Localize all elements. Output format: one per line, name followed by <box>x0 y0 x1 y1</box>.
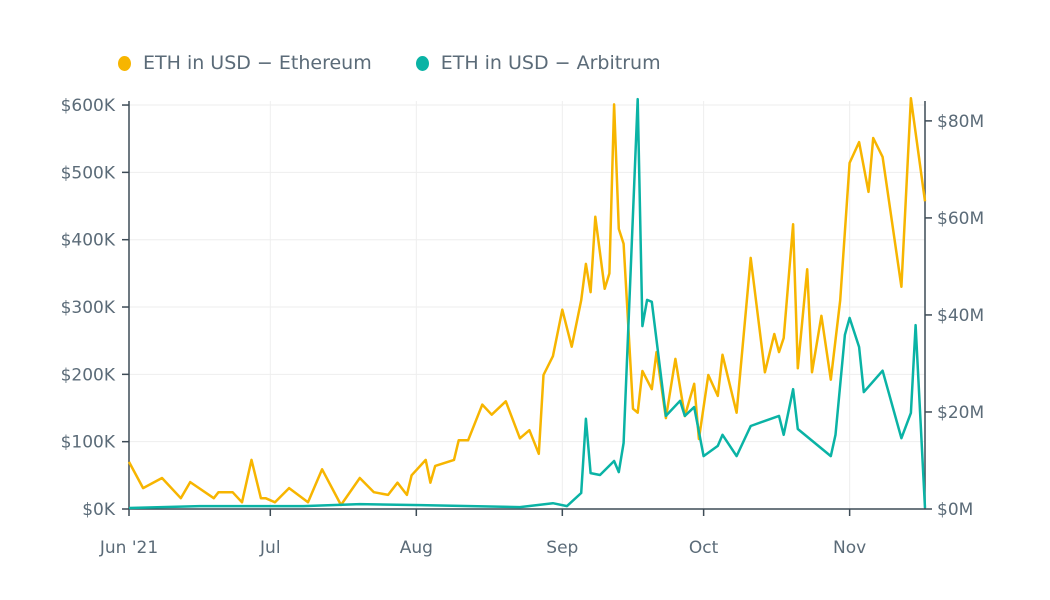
x-tick-label: Jun '21 <box>99 538 158 558</box>
x-tick-label: Jul <box>259 538 281 558</box>
legend: ETH in USD − Ethereum ETH in USD − Arbit… <box>118 52 661 74</box>
left-tick-label: $400K <box>61 231 116 251</box>
left-tick-label: $500K <box>61 163 116 183</box>
legend-dot-icon <box>415 55 429 71</box>
x-tick-label: Sep <box>546 538 578 558</box>
legend-item-arbitrum[interactable]: ETH in USD − Arbitrum <box>415 52 661 74</box>
legend-dot-icon <box>118 55 131 71</box>
right-tick-label: $80M <box>937 112 984 132</box>
left-tick-label: $200K <box>61 365 116 385</box>
legend-label: ETH in USD − Ethereum <box>143 52 372 74</box>
left-tick-label: $100K <box>61 433 116 453</box>
left-tick-label: $300K <box>61 298 116 318</box>
right-tick-label: $40M <box>937 306 984 326</box>
series-line-ethereum <box>127 97 927 507</box>
legend-label: ETH in USD − Arbitrum <box>440 52 661 74</box>
x-tick-label: Oct <box>689 538 719 558</box>
left-tick-label: $0K <box>82 500 116 520</box>
right-tick-label: $20M <box>937 403 984 423</box>
series-line-arbitrum <box>128 97 927 510</box>
x-tick-label: Aug <box>400 538 433 558</box>
left-tick-label: $600K <box>61 96 116 116</box>
x-tick-label: Nov <box>833 538 866 558</box>
right-tick-label: $0M <box>937 500 973 520</box>
right-tick-label: $60M <box>937 209 984 229</box>
legend-item-ethereum[interactable]: ETH in USD − Ethereum <box>118 52 372 74</box>
